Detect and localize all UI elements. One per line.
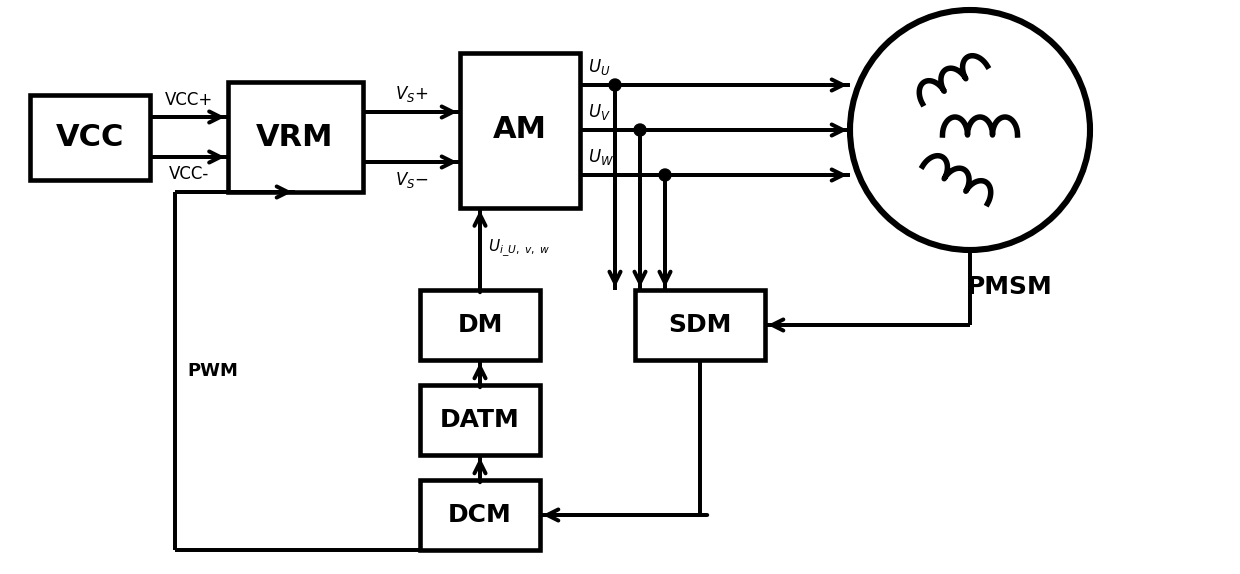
Text: DATM: DATM [440, 408, 520, 432]
Circle shape [609, 79, 621, 91]
Text: VCC+: VCC+ [165, 91, 213, 109]
Bar [460, 52, 580, 207]
Bar [635, 290, 765, 360]
Text: $V_S$$-$: $V_S$$-$ [394, 170, 428, 190]
Text: SDM: SDM [668, 313, 732, 337]
Text: VRM: VRM [257, 122, 334, 152]
Text: VCC-: VCC- [169, 165, 208, 183]
Text: $U_V$: $U_V$ [588, 102, 611, 122]
Text: DCM: DCM [448, 503, 512, 527]
Text: $V_S$+: $V_S$+ [394, 84, 428, 104]
Bar [420, 385, 539, 455]
Text: DM: DM [458, 313, 502, 337]
Bar [420, 290, 539, 360]
Text: $U_{i\_U,\ v,\ w}$: $U_{i\_U,\ v,\ w}$ [489, 238, 551, 259]
Text: $U_W$: $U_W$ [588, 147, 614, 167]
Bar [420, 480, 539, 550]
Circle shape [634, 124, 646, 136]
Text: $U_U$: $U_U$ [588, 57, 610, 77]
Text: VCC: VCC [56, 122, 124, 152]
Text: PWM: PWM [187, 362, 238, 380]
Bar [227, 82, 362, 192]
Text: PMSM: PMSM [967, 275, 1053, 299]
Circle shape [658, 169, 671, 181]
Text: AM: AM [494, 115, 547, 145]
Bar [30, 95, 150, 180]
